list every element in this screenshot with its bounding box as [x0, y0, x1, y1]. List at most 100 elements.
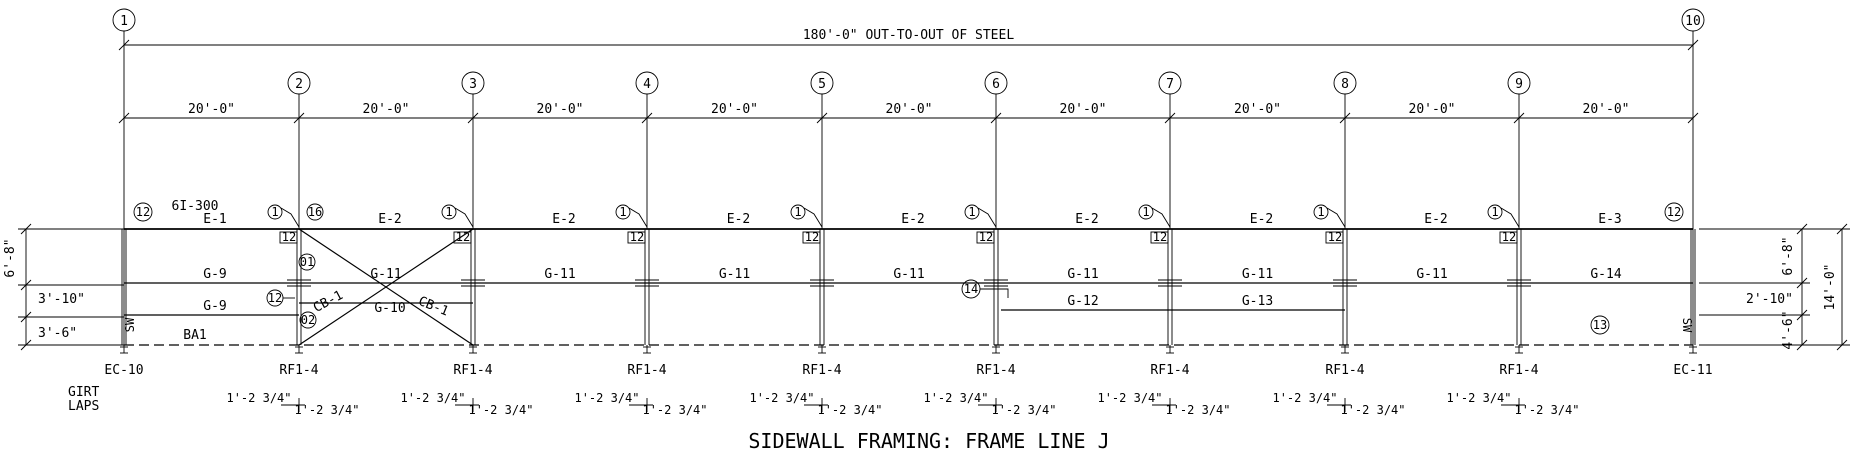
- connection-leader: [454, 207, 474, 228]
- height-dim: 14'-0": [1823, 264, 1838, 311]
- connection-tag: 1: [445, 205, 452, 219]
- column-label: RF1-4: [627, 363, 666, 378]
- bay-dimension-text: 20'-0": [886, 102, 933, 117]
- lap-dim-left: 1'-2 3/4": [1272, 391, 1337, 405]
- eave-member-label: E-1: [203, 212, 226, 227]
- clip-box: [627, 231, 646, 244]
- callout-14: 14: [964, 282, 978, 296]
- column-label: RF1-4: [453, 363, 492, 378]
- eave-member-label: E-2: [1075, 212, 1098, 227]
- eave-member-label: E-2: [378, 212, 401, 227]
- overall-dim-tick-left: [118, 39, 130, 51]
- connection-tag-circle: [267, 204, 283, 220]
- grid-bubble-5: 5: [818, 77, 826, 92]
- callout-12: 12: [268, 291, 282, 305]
- girt-upper-label: G-11: [1067, 267, 1098, 282]
- column-label: EC-10: [104, 363, 143, 378]
- girt-lower-label-bay1: G-9: [203, 299, 226, 314]
- bay-dim-tick: [1339, 112, 1351, 124]
- girt-lower-label-bay2: G-10: [374, 301, 405, 316]
- connection-tag: 1: [794, 205, 801, 219]
- girt-upper-label: G-11: [1416, 267, 1447, 282]
- bay-dim-tick: [641, 112, 653, 124]
- clip-box: [453, 231, 472, 244]
- base-angle-label: BA1: [183, 328, 206, 343]
- left-dim-tick: [20, 311, 32, 323]
- bay-dim-tick: [816, 112, 828, 124]
- lap-dim-left: 1'-2 3/4": [749, 391, 814, 405]
- lap-dim-left: 1'-2 3/4": [226, 391, 291, 405]
- bay-dim-tick: [118, 112, 130, 124]
- girt-upper-label: G-11: [544, 267, 575, 282]
- clip-label: 12: [1328, 230, 1342, 244]
- end-callout-left: 12: [136, 205, 150, 219]
- column-label: RF1-4: [1499, 363, 1538, 378]
- grid-bubble-6: 6: [992, 77, 1000, 92]
- bay-dimension-text: 20'-0": [1409, 102, 1456, 117]
- callout-01: 01: [300, 255, 314, 269]
- cross-brace-b: [298, 228, 474, 346]
- connection-tag: 1: [1317, 205, 1324, 219]
- eave-member-label: E-2: [552, 212, 575, 227]
- column-label: RF1-4: [279, 363, 318, 378]
- girt-lower-label-bay7: G-13: [1242, 294, 1273, 309]
- lap-dim-left: 1'-2 3/4": [574, 391, 639, 405]
- callout-16: 16: [308, 205, 322, 219]
- connection-tag-circle: [615, 204, 631, 220]
- frame-elevation: [124, 44, 1693, 346]
- girt-upper-label: G-14: [1590, 267, 1621, 282]
- sw-label-right: SW: [1680, 318, 1694, 333]
- left-dim-tick: [20, 339, 32, 351]
- clip-label: 12: [630, 230, 644, 244]
- connection-leader: [1151, 207, 1171, 228]
- connection-leader: [628, 207, 648, 228]
- lap-dim-left: 1'-2 3/4": [1446, 391, 1511, 405]
- eave-member-label: E-2: [1250, 212, 1273, 227]
- column-label: RF1-4: [976, 363, 1015, 378]
- clip-label: 12: [456, 230, 470, 244]
- grid-bubble-8: 8: [1341, 77, 1349, 92]
- lap-dim-left: 1'-2 3/4": [400, 391, 465, 405]
- lap-dim-right: 1'-2 3/4": [991, 403, 1056, 417]
- lap-dim-left: 1'-2 3/4": [923, 391, 988, 405]
- clip-box: [1499, 231, 1518, 244]
- bay-dimension-text: 20'-0": [188, 102, 235, 117]
- height-dim-tick: [1836, 339, 1848, 351]
- column-label: RF1-4: [1150, 363, 1189, 378]
- connection-leader: [1326, 207, 1346, 228]
- bay-dim-tick: [467, 112, 479, 124]
- girt-upper-label: G-11: [893, 267, 924, 282]
- lap-dim-right: 1'-2 3/4": [294, 403, 359, 417]
- clip-label: 12: [282, 230, 296, 244]
- end-callout-right: 12: [1667, 205, 1681, 219]
- clip-box: [1325, 231, 1344, 244]
- left-dim-2: 3'-10": [38, 292, 85, 307]
- bay-dim-tick: [990, 112, 1002, 124]
- eave-strut-note: 6I-300: [172, 199, 219, 214]
- bay-dim-tick: [1513, 112, 1525, 124]
- girt-upper-label: G-11: [370, 267, 401, 282]
- lap-dim-right: 1'-2 3/4": [1340, 403, 1405, 417]
- grid-bubble-10: 10: [1685, 14, 1701, 29]
- lap-dim-left: 1'-2 3/4": [1097, 391, 1162, 405]
- girt-upper-label: G-9: [203, 267, 226, 282]
- column-label: EC-11: [1673, 363, 1712, 378]
- right-dim-tick: [1796, 309, 1808, 321]
- connection-tag: 1: [619, 205, 626, 219]
- end-callout-right-circle: [1664, 202, 1684, 222]
- callout-13: 13: [1593, 318, 1607, 332]
- column-label: RF1-4: [1325, 363, 1364, 378]
- clip-box: [279, 231, 298, 244]
- connection-tag-circle: [441, 204, 457, 220]
- left-dim-tick: [20, 279, 32, 291]
- callout-13-circle: [1590, 315, 1610, 335]
- right-dim-tick: [1796, 223, 1808, 235]
- bay-dim-tick: [1687, 112, 1699, 124]
- grid-bubble-2: 2: [295, 77, 303, 92]
- girt-upper-label: G-11: [719, 267, 750, 282]
- sw-label-left: SW: [123, 317, 137, 332]
- connection-tag-circle: [1138, 204, 1154, 220]
- connection-tag: 1: [1491, 205, 1498, 219]
- right-dim-tick: [1796, 339, 1808, 351]
